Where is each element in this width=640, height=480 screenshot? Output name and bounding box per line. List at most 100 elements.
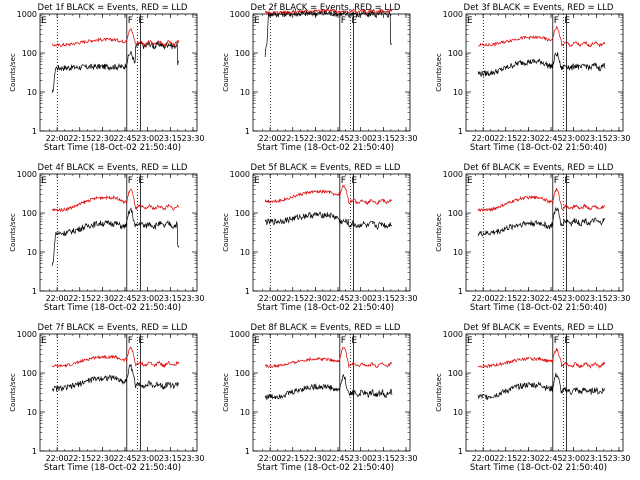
- chart-title: Det 5f BLACK = Events, RED = LLD: [251, 163, 401, 173]
- x-tick-label: 23:15: [372, 134, 395, 143]
- chart-panel: Det 2f BLACK = Events, RED = LLD 1 10 100 10…: [222, 3, 418, 153]
- series-line: [264, 184, 392, 206]
- y-axis-label: Counts/sec: [222, 213, 230, 252]
- y-tick-label: 1: [32, 447, 37, 456]
- x-tick-label: 23:15: [585, 294, 608, 303]
- x-tick-label: 22:15: [494, 294, 517, 303]
- y-tick-label: 1: [458, 127, 463, 136]
- series-line: [51, 40, 180, 93]
- plot-frame: [252, 173, 411, 292]
- event-marker-label: E: [254, 336, 260, 346]
- event-marker-label: F: [341, 336, 346, 346]
- x-tick-label: 23:30: [181, 294, 204, 303]
- plot-frame: [465, 333, 624, 452]
- y-tick-label: 1: [458, 447, 463, 456]
- event-marker-label: F: [128, 176, 133, 186]
- y-tick-label: 100: [235, 209, 250, 218]
- x-axis-label: Start Time (18-Oct-02 21:50:40): [470, 303, 607, 313]
- plot-frame: [252, 333, 411, 452]
- x-tick-label: 23:30: [607, 134, 630, 143]
- x-tick-label: 22:45: [114, 294, 137, 303]
- x-tick-label: 22:45: [327, 294, 350, 303]
- chart-title: Det 2f BLACK = Events, RED = LLD: [251, 3, 401, 13]
- series-line: [264, 346, 393, 369]
- y-tick-label: 1000: [443, 10, 463, 19]
- x-tick-label: 22:45: [327, 454, 350, 463]
- event-marker-label: E: [138, 176, 144, 186]
- y-axis-label: Counts/sec: [435, 53, 443, 92]
- x-axis-label: Start Time (18-Oct-02 21:50:40): [44, 143, 181, 153]
- y-axis-label: Counts/sec: [222, 373, 230, 412]
- x-tick-label: 23:30: [607, 294, 630, 303]
- chart-title: Det 6f BLACK = Events, RED = LLD: [464, 163, 614, 173]
- chart-panel: Det 3f BLACK = Events, RED = LLD 1 10 100 10…: [435, 3, 631, 153]
- series-line: [51, 189, 180, 213]
- x-tick-label: 23:30: [394, 454, 417, 463]
- x-tick-label: 22:30: [517, 134, 540, 143]
- chart-panel: Det 9f BLACK = Events, RED = LLD 1 10 100 10…: [435, 323, 631, 473]
- series-line: [51, 364, 180, 392]
- x-axis-label: Start Time (18-Oct-02 21:50:40): [470, 463, 607, 473]
- y-axis-label: Counts/sec: [9, 373, 17, 412]
- series-line: [477, 52, 606, 78]
- x-tick-label: 22:15: [281, 134, 304, 143]
- event-marker-label: F: [128, 336, 133, 346]
- event-marker-label: E: [564, 336, 570, 346]
- x-tick-label: 23:00: [562, 454, 585, 463]
- x-axis-label: Start Time (18-Oct-02 21:50:40): [257, 143, 394, 153]
- x-tick-label: 22:00: [46, 294, 69, 303]
- x-tick-label: 23:00: [349, 294, 372, 303]
- x-tick-label: 23:00: [136, 454, 159, 463]
- x-tick-label: 22:45: [540, 134, 563, 143]
- x-tick-label: 22:45: [540, 454, 563, 463]
- event-marker-label: E: [254, 16, 260, 26]
- x-tick-label: 23:15: [159, 294, 182, 303]
- y-axis-label: Counts/sec: [435, 213, 443, 252]
- chart-title: Det 8f BLACK = Events, RED = LLD: [251, 323, 401, 333]
- chart-panel: Det 6f BLACK = Events, RED = LLD 1 10 100 10…: [435, 163, 631, 313]
- x-tick-label: 23:30: [394, 294, 417, 303]
- chart-title: Det 3f BLACK = Events, RED = LLD: [464, 3, 614, 13]
- y-tick-label: 1000: [17, 330, 37, 339]
- y-tick-label: 10: [453, 408, 463, 417]
- x-tick-label: 22:15: [281, 294, 304, 303]
- plot-frame: [39, 333, 198, 452]
- x-tick-label: 23:00: [562, 294, 585, 303]
- event-marker-label: F: [554, 336, 559, 346]
- event-marker-label: E: [564, 16, 570, 26]
- x-tick-label: 22:15: [494, 134, 517, 143]
- plot-frame: [39, 173, 198, 292]
- x-axis-label: Start Time (18-Oct-02 21:50:40): [44, 303, 181, 313]
- event-marker-label: F: [341, 176, 346, 186]
- x-tick-label: 22:45: [540, 294, 563, 303]
- event-marker-label: E: [138, 336, 144, 346]
- series-line: [51, 208, 180, 266]
- y-tick-label: 1: [32, 127, 37, 136]
- x-tick-label: 22:00: [259, 294, 282, 303]
- y-tick-label: 1000: [17, 10, 37, 19]
- y-tick-label: 10: [240, 408, 250, 417]
- event-marker-label: E: [138, 16, 144, 26]
- x-tick-label: 22:30: [517, 454, 540, 463]
- chart-panel: Det 1f BLACK = Events, RED = LLD 1 10 100 10…: [9, 3, 205, 153]
- x-tick-label: 22:00: [472, 454, 495, 463]
- x-tick-label: 22:00: [472, 134, 495, 143]
- event-marker-label: F: [128, 16, 133, 26]
- chart-panel: Det 5f BLACK = Events, RED = LLD 1 10 100 10…: [222, 163, 418, 313]
- x-tick-label: 23:15: [372, 294, 395, 303]
- x-tick-label: 23:30: [181, 454, 204, 463]
- y-tick-label: 1000: [230, 170, 250, 179]
- event-marker-label: E: [351, 336, 357, 346]
- series-line: [477, 206, 606, 237]
- y-tick-label: 100: [22, 209, 37, 218]
- event-marker-label: E: [467, 16, 473, 26]
- x-tick-label: 22:15: [281, 454, 304, 463]
- event-marker-label: F: [554, 176, 559, 186]
- chart-title: Det 4f BLACK = Events, RED = LLD: [38, 163, 188, 173]
- x-tick-label: 23:15: [159, 454, 182, 463]
- y-tick-label: 100: [235, 49, 250, 58]
- chart-title: Det 9f BLACK = Events, RED = LLD: [464, 323, 614, 333]
- series-line: [477, 372, 606, 401]
- x-tick-label: 22:45: [327, 134, 350, 143]
